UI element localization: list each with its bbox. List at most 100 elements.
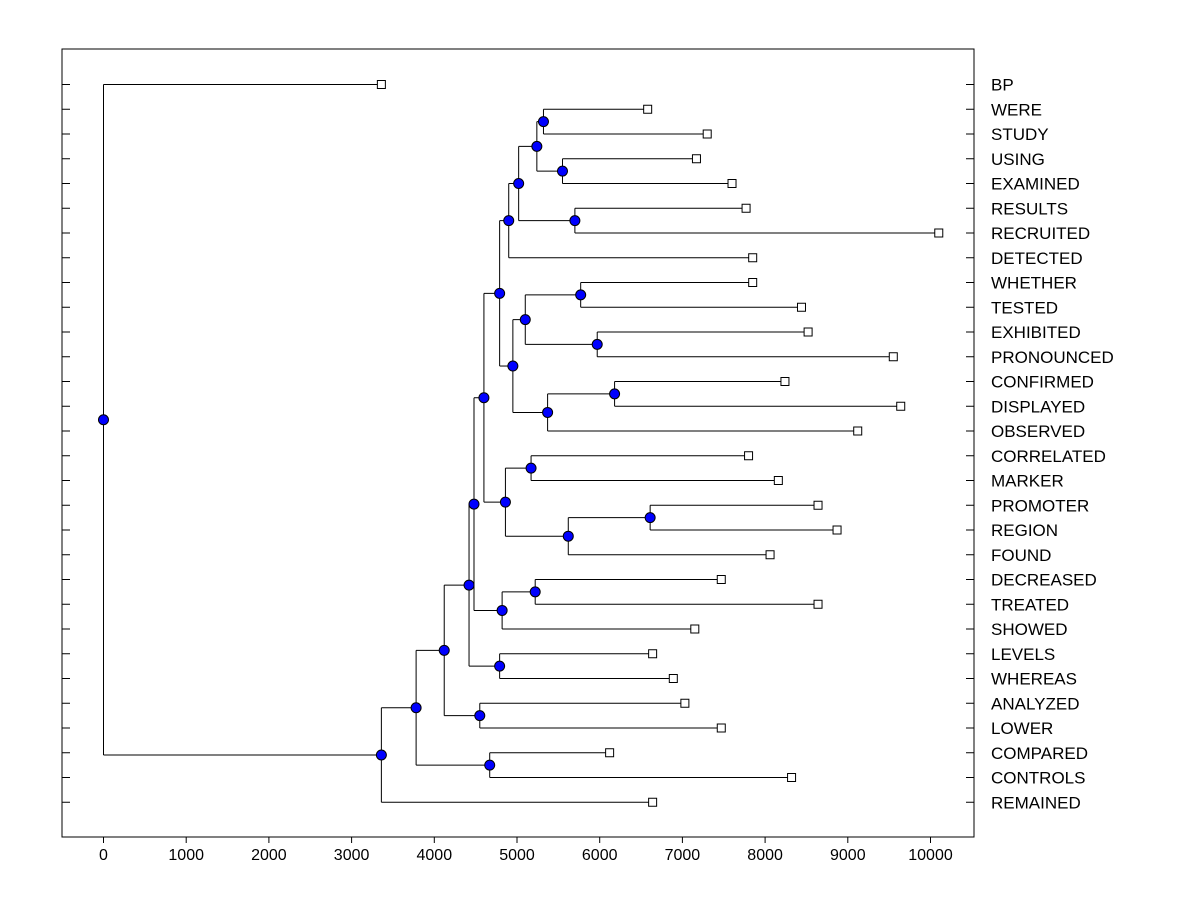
x-tick-label-7000: 7000 xyxy=(665,847,701,864)
leaf-label-examined: EXAMINED xyxy=(991,175,1080,194)
merge-node-n15 xyxy=(644,512,656,524)
merge-node-n7 xyxy=(575,289,587,301)
leaf-marker-promoter xyxy=(813,500,823,510)
leaf-marker-examined xyxy=(727,179,737,188)
merge-node-n26 xyxy=(484,759,496,771)
merge-node-n11 xyxy=(542,406,554,418)
x-tick-label-5000: 5000 xyxy=(499,847,535,864)
leaf-marker-region xyxy=(832,525,842,535)
merge-node-n19 xyxy=(529,586,541,598)
leaf-marker-pronounced xyxy=(888,352,898,362)
leaf-label-tested: TESTED xyxy=(991,298,1058,317)
leaf-label-showed: SHOWED xyxy=(991,620,1068,639)
leaf-marker-were xyxy=(643,104,653,114)
leaf-marker-levels xyxy=(648,649,658,659)
leaf-label-lower: LOWER xyxy=(991,719,1053,738)
plot-frame xyxy=(61,48,975,838)
leaf-marker-compared xyxy=(605,748,615,758)
merge-node-n9 xyxy=(519,314,531,326)
leaf-marker-correlated xyxy=(744,451,754,461)
x-tick-label-3000: 3000 xyxy=(334,847,370,864)
merge-node-n10 xyxy=(609,388,621,400)
leaf-label-remained: REMAINED xyxy=(991,793,1081,812)
leaf-label-found: FOUND xyxy=(991,546,1051,565)
merge-node-n27 xyxy=(410,702,422,714)
leaf-marker-using xyxy=(691,154,701,164)
merge-node-n28 xyxy=(375,749,387,761)
leaf-marker-confirmed xyxy=(780,377,790,386)
leaf-marker-study xyxy=(702,129,712,139)
x-tick-label-1000: 1000 xyxy=(168,847,204,864)
leaf-marker-found xyxy=(765,550,775,560)
leaf-label-marker: MARKER xyxy=(991,472,1064,491)
merge-node-n23 xyxy=(463,579,475,591)
leaf-marker-treated xyxy=(813,599,823,609)
x-tick-label-6000: 6000 xyxy=(582,847,618,864)
merge-node-n29 xyxy=(98,414,109,426)
merge-node-n20 xyxy=(496,604,508,616)
leaf-marker-showed xyxy=(690,624,700,634)
leaf-label-displayed: DISPLAYED xyxy=(991,397,1085,416)
leaf-label-analyzed: ANALYZED xyxy=(991,694,1080,713)
leaf-marker-exhibited xyxy=(803,327,813,337)
leaf-label-region: REGION xyxy=(991,521,1058,540)
leaf-marker-results xyxy=(741,203,751,213)
x-tick-label-10000: 10000 xyxy=(908,847,953,864)
leaf-label-whereas: WHEREAS xyxy=(991,670,1077,689)
leaf-label-bp: BP xyxy=(991,76,1014,95)
dendrogram-links xyxy=(103,84,939,803)
leaf-label-exhibited: EXHIBITED xyxy=(991,323,1081,342)
leaf-marker-displayed xyxy=(896,401,906,411)
merge-node-n5 xyxy=(513,178,525,189)
leaf-label-controls: CONTROLS xyxy=(991,769,1085,788)
leaf-label-whether: WHETHER xyxy=(991,274,1077,293)
leaf-marker-decreased xyxy=(716,575,726,584)
leaf-label-study: STUDY xyxy=(991,125,1049,144)
leaf-label-observed: OBSERVED xyxy=(991,422,1085,441)
leaf-label-promoter: PROMOTER xyxy=(991,496,1089,515)
leaf-marker-lower xyxy=(716,723,726,733)
leaf-label-using: USING xyxy=(991,150,1045,169)
merge-node-n22 xyxy=(494,660,506,672)
leaf-label-detected: DETECTED xyxy=(991,249,1083,268)
x-tick-label-9000: 9000 xyxy=(830,847,866,864)
x-tick-label-4000: 4000 xyxy=(417,847,453,864)
leaf-label-treated: TREATED xyxy=(991,595,1069,614)
right-tick-marks xyxy=(966,84,974,803)
merge-node-n21 xyxy=(468,498,480,510)
merge-node-n14 xyxy=(525,462,537,474)
merge-node-n8 xyxy=(591,338,603,350)
leaf-marker-remained xyxy=(648,797,658,807)
merge-node-n3 xyxy=(531,140,543,152)
merge-node-n4 xyxy=(569,215,581,227)
x-tick-label-0: 0 xyxy=(99,847,108,864)
x-tick-label-8000: 8000 xyxy=(747,847,783,864)
merge-node-n1 xyxy=(537,116,549,128)
merge-node-n6 xyxy=(503,215,515,227)
leaf-label-pronounced: PRONOUNCED xyxy=(991,348,1114,367)
merge-node-n17 xyxy=(499,496,511,508)
leaf-label-correlated: CORRELATED xyxy=(991,447,1106,466)
leaf-label-were: WERE xyxy=(991,100,1042,119)
leaf-marker-tested xyxy=(796,302,806,312)
leaf-label-compared: COMPARED xyxy=(991,744,1088,763)
merge-node-n2 xyxy=(556,165,568,177)
leaf-marker-controls xyxy=(787,773,797,782)
leaf-marker-marker xyxy=(773,476,783,485)
left-tick-marks xyxy=(62,84,70,803)
leaf-labels: BP WERE STUDY USING EXAMINED RESULTS RECRUITED… xyxy=(991,76,1114,813)
merge-nodes xyxy=(98,116,656,771)
leaf-marker-detected xyxy=(748,253,758,263)
leaf-label-results: RESULTS xyxy=(991,199,1068,218)
leaf-marker-observed xyxy=(853,426,863,436)
merge-node-n25 xyxy=(438,644,450,656)
leaf-markers xyxy=(376,80,944,807)
merge-node-n13 xyxy=(494,287,506,299)
x-tick-label-2000: 2000 xyxy=(251,847,287,864)
leaf-marker-analyzed xyxy=(680,698,690,708)
leaf-label-confirmed: CONFIRMED xyxy=(991,373,1094,392)
leaf-marker-recruited xyxy=(934,228,944,238)
merge-node-n18 xyxy=(478,392,490,404)
merge-node-n16 xyxy=(562,530,574,542)
